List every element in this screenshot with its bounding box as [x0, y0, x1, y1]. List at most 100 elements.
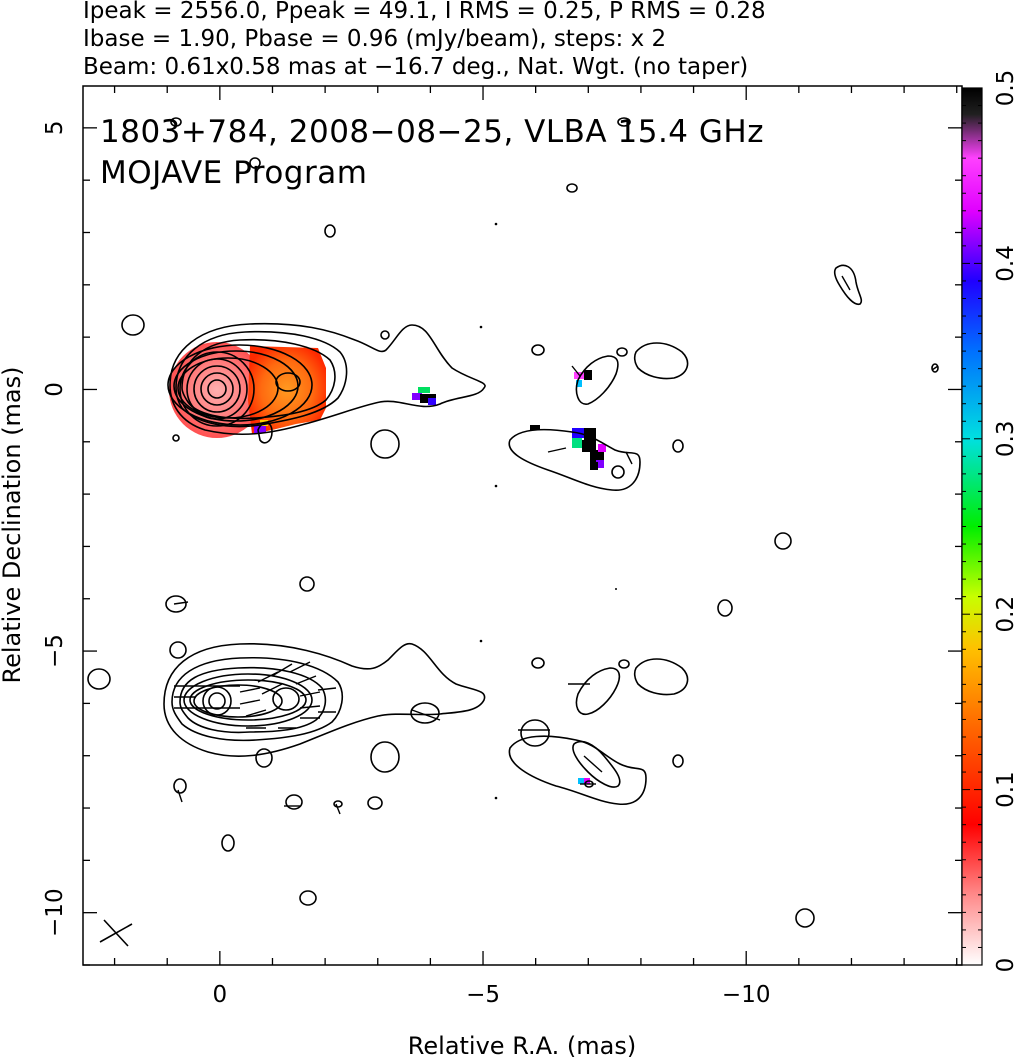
plot-frame — [82, 85, 963, 966]
evpa-vector — [931, 365, 939, 371]
dot — [494, 484, 498, 488]
contour-line — [774, 532, 792, 550]
contour-line — [193, 365, 241, 413]
color-pixel — [590, 462, 598, 470]
color-pixel — [578, 778, 586, 784]
contour-line — [193, 684, 283, 718]
colorbar-tick-label: 0.5 — [993, 70, 1019, 107]
contour-line — [208, 692, 226, 710]
x-tick-label: −10 — [722, 982, 771, 1008]
color-pixel — [584, 428, 596, 440]
knot-color-blob — [248, 346, 326, 434]
color-pixel — [412, 393, 422, 400]
y-tick-label: 0 — [42, 382, 68, 397]
y-tick-label: 5 — [42, 121, 68, 136]
y-axis-label: Relative Declination (mas) — [0, 366, 26, 683]
colorbar-tick-label: 0.2 — [993, 596, 1019, 633]
evpa-vector — [583, 755, 603, 773]
color-pixel — [582, 440, 596, 452]
evpa-vector — [261, 683, 283, 695]
contour-line — [795, 908, 815, 928]
contour-line — [508, 735, 647, 805]
evpa-vector — [299, 705, 321, 709]
contour-line — [179, 666, 327, 734]
contour-line — [257, 421, 273, 444]
y-tick-label: −5 — [42, 634, 68, 668]
color-pixel — [584, 370, 592, 380]
color-pixel — [596, 460, 604, 468]
contour-line — [173, 778, 187, 794]
contour-line — [272, 687, 300, 711]
color-pixel — [572, 438, 582, 448]
contour-line — [575, 667, 621, 716]
dot — [479, 325, 483, 329]
header-line-2: Ibase = 1.90, Pbase = 0.96 (mJy/beam), s… — [83, 26, 666, 52]
evpa-vector — [177, 789, 183, 803]
contour-line — [672, 754, 684, 768]
contour-line — [618, 659, 630, 669]
y-tick-label: −10 — [42, 888, 68, 937]
contour-line — [370, 741, 400, 773]
contour-line — [833, 264, 863, 306]
contour-line — [616, 347, 628, 357]
intensity-contours-bottom — [87, 642, 815, 928]
polarization-vectors — [173, 275, 939, 815]
evpa-vector — [625, 451, 633, 465]
contour-line — [167, 344, 313, 426]
contour-line — [717, 599, 733, 617]
contour-line — [572, 740, 621, 788]
colorbar-tick-labels: 0 0.1 0.2 0.3 0.4 0.5 — [993, 70, 1019, 973]
contour-line — [611, 465, 625, 479]
contour-line — [299, 890, 317, 906]
contour-line — [87, 668, 111, 690]
contour-line — [169, 641, 187, 659]
contour-line — [179, 351, 255, 427]
color-pixel — [254, 425, 266, 433]
contour-line — [324, 224, 336, 238]
evpa-vector — [411, 709, 441, 721]
contour-line — [171, 656, 344, 742]
evpa-vector — [245, 709, 267, 717]
evpa-vector — [335, 803, 341, 815]
color-pixel — [428, 398, 436, 405]
contour-line — [200, 372, 234, 406]
contour-line — [508, 428, 641, 491]
contour-line — [221, 834, 235, 852]
contour-line — [531, 657, 545, 669]
colorbar-tick-label: 0.3 — [993, 421, 1019, 458]
contour-line — [575, 355, 619, 405]
colorbar-tick-label: 0 — [993, 958, 1019, 973]
contour-line — [207, 379, 227, 399]
color-pixel — [530, 425, 540, 430]
colorbar-tick-label: 0.1 — [993, 771, 1019, 808]
contour-line — [285, 794, 303, 810]
contour-line — [165, 595, 187, 613]
evpa-vector — [299, 691, 321, 697]
x-tick-label: −5 — [466, 982, 500, 1008]
header-line-3: Beam: 0.61x0.58 mas at −16.7 deg., Nat. … — [83, 54, 748, 80]
contour-line — [333, 800, 343, 808]
y-axis-ticks — [83, 127, 962, 966]
evpa-vector — [295, 675, 317, 685]
beam-minor-axis — [99, 923, 133, 943]
dot — [494, 222, 498, 226]
contour-line — [672, 439, 684, 453]
dot — [479, 639, 483, 643]
contour-line — [275, 372, 301, 392]
evpa-vector — [547, 447, 567, 453]
intensity-contours-top — [121, 117, 939, 659]
contour-line — [633, 658, 689, 696]
evpa-vector — [239, 699, 261, 705]
contour-line — [163, 642, 486, 757]
plot-subtitle: MOJAVE Program — [100, 155, 367, 191]
contour-line — [370, 429, 400, 459]
contour-line — [183, 673, 313, 727]
color-pixel — [576, 380, 582, 387]
contour-line — [172, 434, 180, 442]
contour-line — [181, 338, 336, 420]
contour-line — [255, 748, 273, 768]
evpa-vector — [173, 601, 189, 605]
evpa-vector — [271, 663, 293, 677]
evpa-vector — [571, 365, 581, 377]
contour-line — [531, 344, 545, 356]
